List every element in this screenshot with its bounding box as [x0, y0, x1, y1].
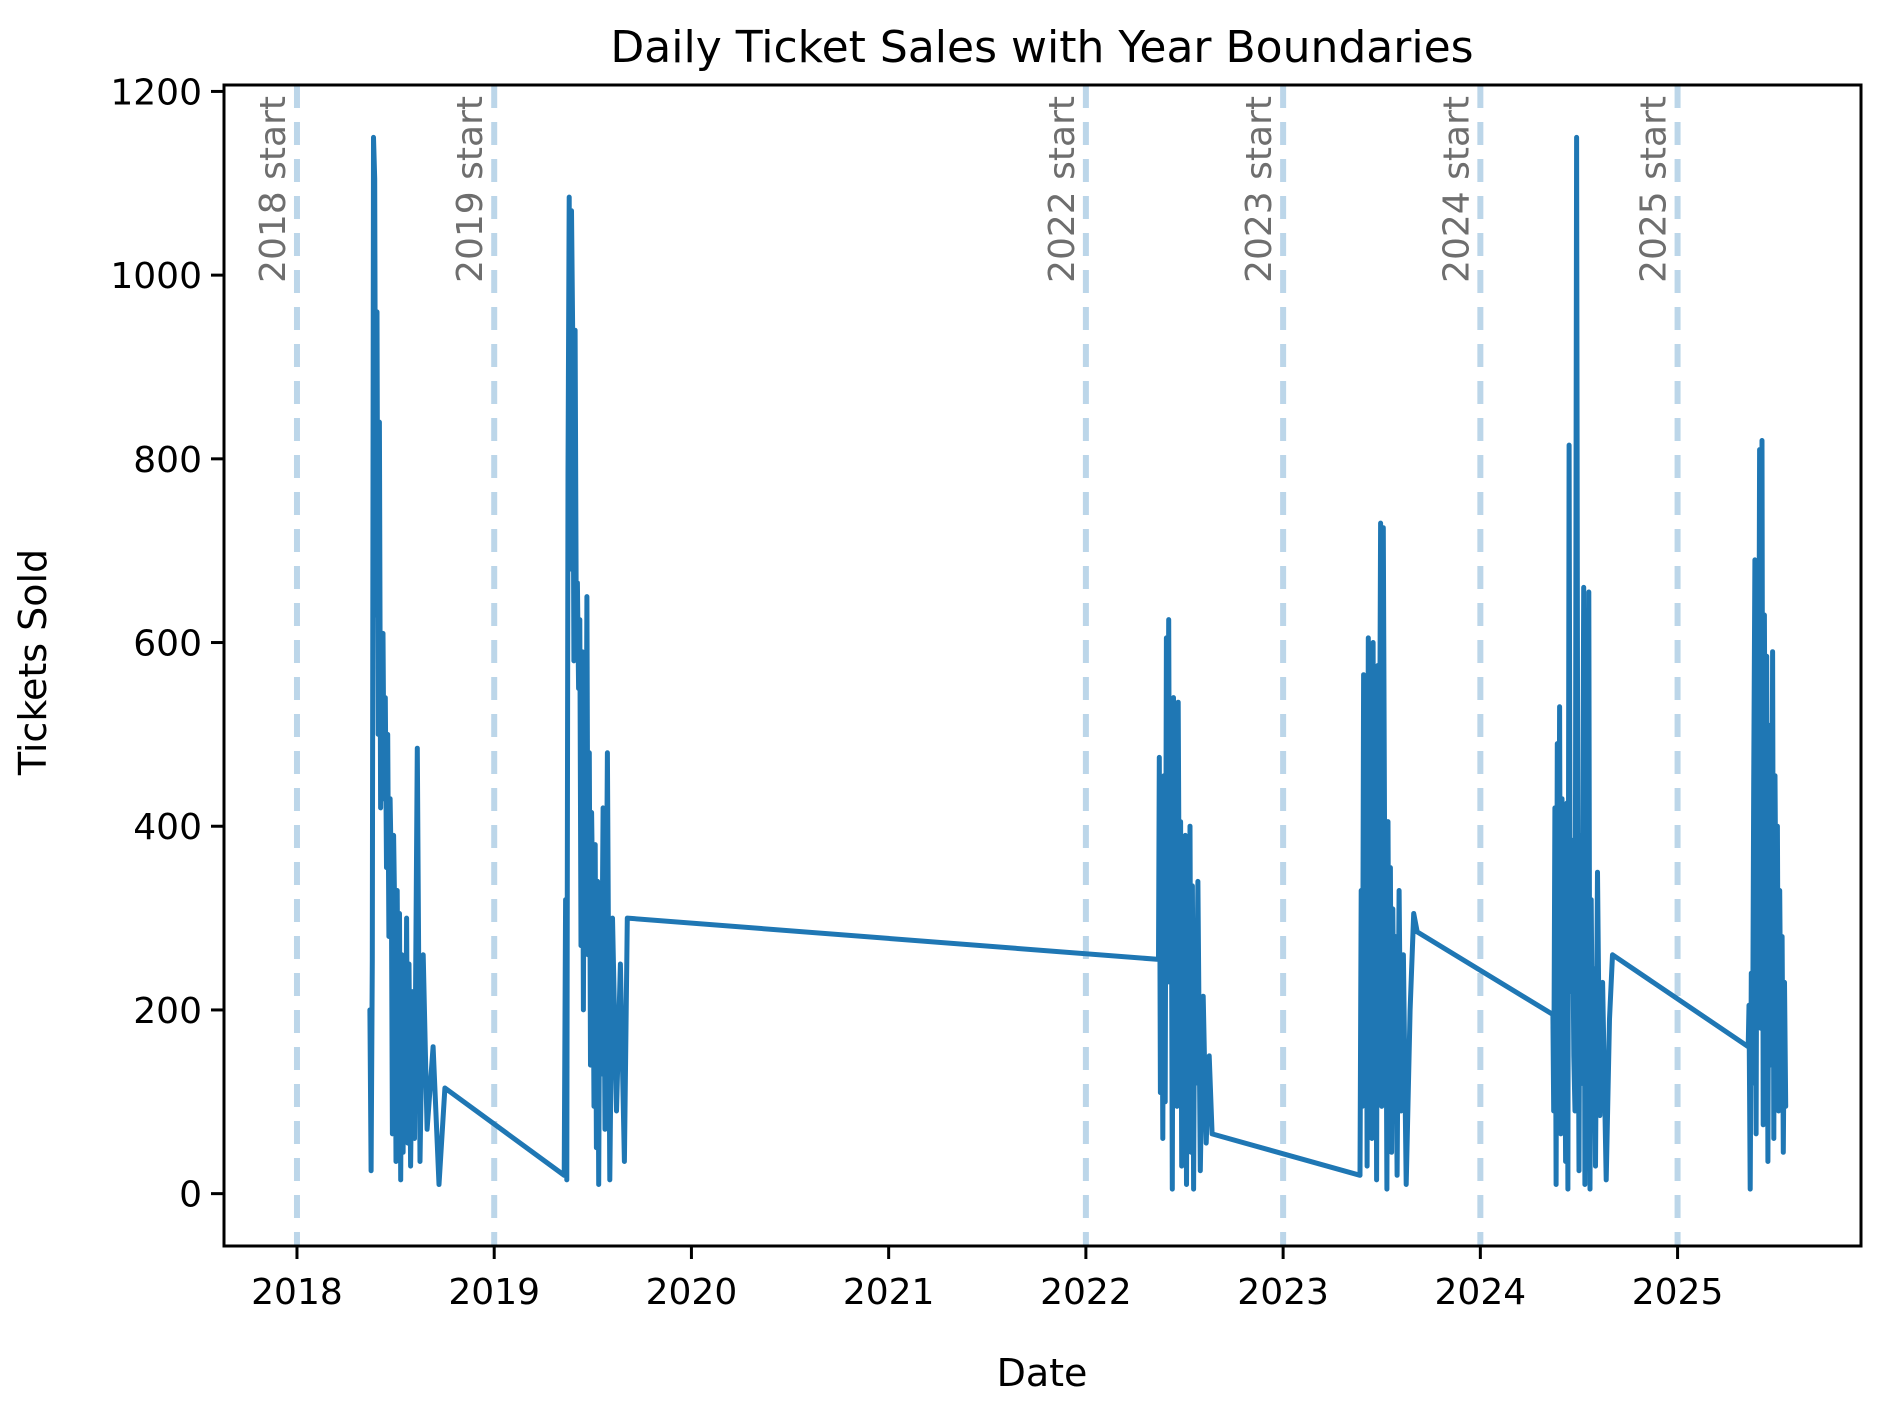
plot-border: [222, 83, 1863, 1248]
chart-title: Daily Ticket Sales with Year Boundaries: [610, 22, 1473, 73]
y-tick-label: 600: [133, 624, 202, 665]
x-tick-label: 2024: [1435, 1272, 1527, 1313]
year-boundary-label: 2024 start: [1436, 96, 1477, 283]
year-boundary-lines: 2018 start 2019 start 2022 start 2023 start…: [253, 85, 1681, 1246]
x-tick-label: 2022: [1040, 1272, 1132, 1313]
tickets-sold-line: [367, 134, 1789, 1192]
y-tick-label: 800: [133, 440, 202, 481]
year-boundary-label: 2019 start: [450, 96, 491, 283]
year-boundary-label: 2022 start: [1042, 96, 1083, 283]
year-boundary-label: 2018 start: [253, 96, 294, 283]
ticks-layer: 2018 2019 2020 2021 2022 2023 2024 2025 0 200 400 6…: [110, 72, 1723, 1313]
x-axis-label: Date: [997, 1351, 1088, 1395]
y-tick-label: 400: [133, 807, 202, 848]
data-series-layer: [367, 134, 1789, 1192]
y-tick-label: 1000: [110, 256, 202, 297]
y-tick-label: 0: [179, 1175, 202, 1216]
year-boundary-label: 2023 start: [1239, 96, 1280, 283]
y-tick-label: 1200: [110, 72, 202, 113]
x-tick-label: 2020: [646, 1272, 738, 1313]
x-tick-label: 2023: [1237, 1272, 1329, 1313]
x-tick-label: 2025: [1632, 1272, 1724, 1313]
y-axis-label: Tickets Sold: [11, 549, 55, 776]
x-tick-label: 2018: [251, 1272, 343, 1313]
y-tick-label: 200: [133, 991, 202, 1032]
x-tick-label: 2021: [843, 1272, 935, 1313]
year-boundary-label: 2025 start: [1634, 96, 1675, 283]
x-tick-label: 2019: [448, 1272, 540, 1313]
